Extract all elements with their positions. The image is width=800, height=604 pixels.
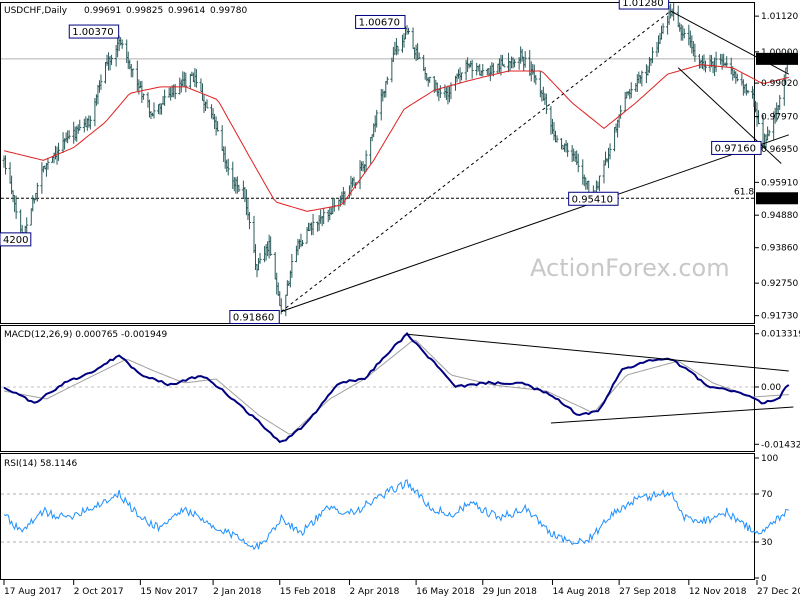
fib-price-box (756, 192, 798, 205)
ohlc-low: 0.99614 (168, 6, 205, 16)
level-label-text: 1.00370 (72, 27, 113, 38)
price-y-tick-label: 0.92750 (761, 279, 798, 289)
price-panel-frame (0, 2, 755, 324)
price-y-tick-label: 1.00000 (761, 48, 798, 58)
level-label-box (711, 140, 762, 155)
x-tick-label: 27 Dec 2018 (757, 587, 800, 597)
level-label-text: 0.97160 (715, 143, 756, 154)
macd-y-ticks: 0.013319 0.00 -0.014323 (755, 330, 800, 450)
level-label-text: 0.91860 (233, 313, 274, 324)
rsi-y-tick-label: 30 (761, 538, 773, 548)
level-label-box (0, 232, 32, 247)
level-label-box (68, 24, 120, 39)
price-y-tick-label: 0.95910 (761, 178, 798, 188)
level-label-box (568, 191, 619, 206)
level-label-text: 0.95410 (572, 194, 613, 205)
price-trendline (677, 67, 782, 164)
price-y-ticks: 1.01120 1.00000 0.99020 0.97970 0.96950 0.959… (755, 12, 798, 322)
x-tick-label: 27 Sep 2018 (619, 587, 676, 597)
price-trendline (281, 134, 789, 312)
fib-level-label: 61.8 (734, 187, 754, 197)
x-tick-label: 16 May 2018 (416, 587, 475, 597)
x-axis-ticks: 17 Aug 2017 2 Oct 2017 15 Nov 2017 2 Jan 20… (3, 580, 800, 597)
rsi-line (3, 479, 789, 551)
rsi-label: RSI(14) 58.1146 (4, 459, 77, 469)
price-y-tick-label: 0.93860 (761, 244, 798, 254)
x-tick-label: 12 Nov 2018 (689, 587, 747, 597)
price-bars (2, 3, 791, 317)
x-tick-label: 29 Jun 2018 (483, 587, 537, 597)
x-tick-label: 15 Feb 2018 (280, 587, 336, 597)
macd-trendline (406, 333, 789, 372)
price-moving-average (3, 64, 789, 212)
macd-y-tick-label: 0.00 (761, 383, 781, 393)
macd-label: MACD(12,26,9) 0.000765 -0.001949 (4, 330, 167, 340)
rsi-y-ticks: 100 70 30 0 (755, 454, 778, 584)
x-tick-label: 15 Nov 2017 (140, 587, 198, 597)
last-price-box (756, 52, 798, 65)
level-label-box (355, 14, 406, 29)
chart-title: USDCHF,Daily (4, 6, 68, 16)
macd-layer (1, 331, 794, 444)
x-tick-label: 2 Jan 2018 (213, 587, 261, 597)
x-tick-label: 2 Oct 2017 (74, 587, 124, 597)
watermark: ActionForex.com (530, 254, 730, 282)
macd-signal-line (3, 339, 789, 435)
macd-panel-frame (0, 325, 755, 452)
level-label-text: 1.01280 (622, 0, 663, 9)
price-y-tick-label: 0.96950 (761, 145, 798, 155)
price-y-tick-label: 0.99020 (761, 79, 798, 89)
price-y-tick-label: 1.01120 (761, 12, 798, 22)
ohlc-open: 0.99691 (84, 6, 121, 16)
price-trendlines (280, 10, 790, 312)
macd-y-tick-label: -0.014323 (761, 440, 800, 450)
x-tick-label: 2 Apr 2018 (349, 587, 399, 597)
rsi-y-tick-label: 70 (761, 490, 773, 500)
level-label-text: 1.00670 (359, 17, 400, 28)
price-y-tick-label: 0.97970 (761, 113, 798, 123)
price-y-tick-label: 0.94880 (761, 211, 798, 221)
level-label-box (618, 0, 670, 10)
rsi-y-tick-label: 100 (761, 454, 778, 464)
macd-trendline (550, 406, 794, 424)
rsi-panel-frame (0, 453, 755, 580)
x-tick-label: 14 Aug 2018 (552, 587, 610, 597)
level-label-box (229, 310, 280, 325)
x-tick-label: 17 Aug 2017 (4, 587, 62, 597)
rsi-layer (1, 479, 789, 551)
price-level-labels: 1.00370 1.00670 1.01280 0.97160 0.95410 0.918… (0, 0, 762, 325)
level-label-text: 4200 (3, 235, 28, 246)
ohlc-close: 0.99780 (210, 6, 247, 16)
moving-average-line (3, 64, 789, 212)
ohlc-high: 0.99825 (126, 6, 163, 16)
rsi-y-tick-label: 0 (761, 574, 767, 584)
price-trendline (280, 10, 671, 312)
last-price-label: 0.99780 (759, 55, 796, 65)
macd-y-tick-label: 0.013319 (761, 330, 800, 340)
price-y-tick-label: 0.91730 (761, 312, 798, 322)
fib-price-label: 0.95410 (759, 194, 796, 204)
macd-line (3, 331, 790, 444)
